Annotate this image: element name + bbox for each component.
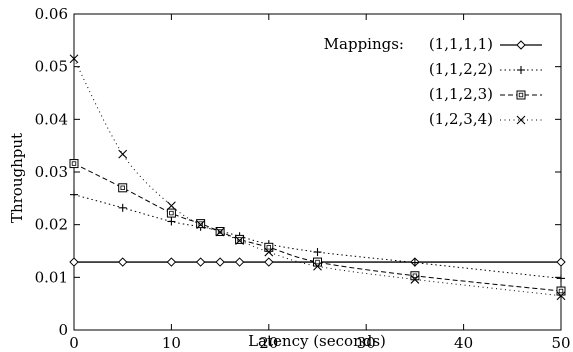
data-point-cross (556, 291, 566, 301)
x-axis-label: Latency (seconds) (248, 332, 386, 350)
data-point-square (313, 257, 322, 267)
data-point-cross (196, 220, 206, 230)
axis-ticks (73, 13, 562, 331)
data-point-cross (313, 261, 322, 271)
data-point-square (166, 208, 176, 218)
series-line-4 (73, 58, 562, 297)
data-point-diamond (117, 257, 128, 267)
data-point-square (264, 242, 274, 252)
y-tick-label: 0.03 (35, 163, 68, 181)
data-point-square (118, 183, 128, 193)
data-point-diamond (195, 257, 206, 267)
data-point-cross (167, 201, 176, 211)
legend-label-1: (1,1,1,1) (429, 35, 493, 53)
data-point-cross (410, 275, 420, 284)
data-point-plus (557, 274, 565, 283)
data-point-diamond (69, 257, 79, 267)
data-point-plus (118, 203, 127, 212)
data-point-diamond (516, 40, 526, 50)
data-point-square (556, 286, 566, 296)
data-point-square (410, 271, 420, 281)
legend: Mappings: (1,1,1,1) (1,1,2,2) (1,1,2,3) (1,… (324, 35, 542, 128)
y-tick-label: 0.04 (35, 110, 68, 128)
series-line-3 (73, 163, 562, 292)
data-point-plus (313, 248, 322, 257)
x-tick-label: 40 (454, 334, 473, 352)
x-tick-label: 20 (259, 334, 278, 352)
data-point-square (235, 234, 245, 244)
data-point-plus (410, 258, 419, 267)
legend-label-4: (1,2,3,4) (429, 110, 493, 128)
axis-tick-labels: 0 10 20 30 40 50 0 0.01 0.02 0.03 0.04 0.05 0.06 (35, 5, 571, 352)
y-tick-label: 0.01 (35, 268, 68, 286)
data-point-cross (215, 227, 225, 237)
legend-label-3: (1,1,2,3) (429, 85, 493, 103)
y-tick-label: 0.05 (35, 58, 68, 76)
data-point-cross (69, 54, 79, 64)
data-point-diamond (166, 257, 177, 267)
y-tick-label: 0.02 (35, 216, 68, 234)
data-point-square (516, 90, 526, 100)
data-point-cross (516, 115, 526, 125)
series-markers (69, 54, 566, 301)
data-point-plus (70, 190, 78, 199)
data-point-square (196, 219, 206, 229)
data-point-plus (517, 66, 525, 74)
x-tick-label: 0 (69, 334, 79, 352)
data-point-diamond (264, 257, 274, 267)
data-point-diamond (556, 257, 566, 267)
x-tick-label: 30 (357, 334, 376, 352)
legend-title: Mappings: (324, 35, 404, 53)
data-point-diamond (215, 257, 225, 267)
y-axis-label: Throughput (8, 133, 26, 223)
data-point-plus (167, 217, 176, 226)
data-point-diamond (234, 257, 245, 267)
y-tick-label: 0 (58, 321, 68, 339)
data-point-square (69, 159, 79, 169)
data-point-cross (118, 149, 128, 159)
y-tick-label: 0.06 (35, 5, 68, 23)
data-point-cross (264, 247, 274, 257)
x-tick-label: 50 (551, 334, 570, 352)
data-point-cross (235, 236, 244, 245)
x-tick-label: 10 (162, 334, 181, 352)
legend-label-2: (1,1,2,2) (429, 60, 493, 78)
